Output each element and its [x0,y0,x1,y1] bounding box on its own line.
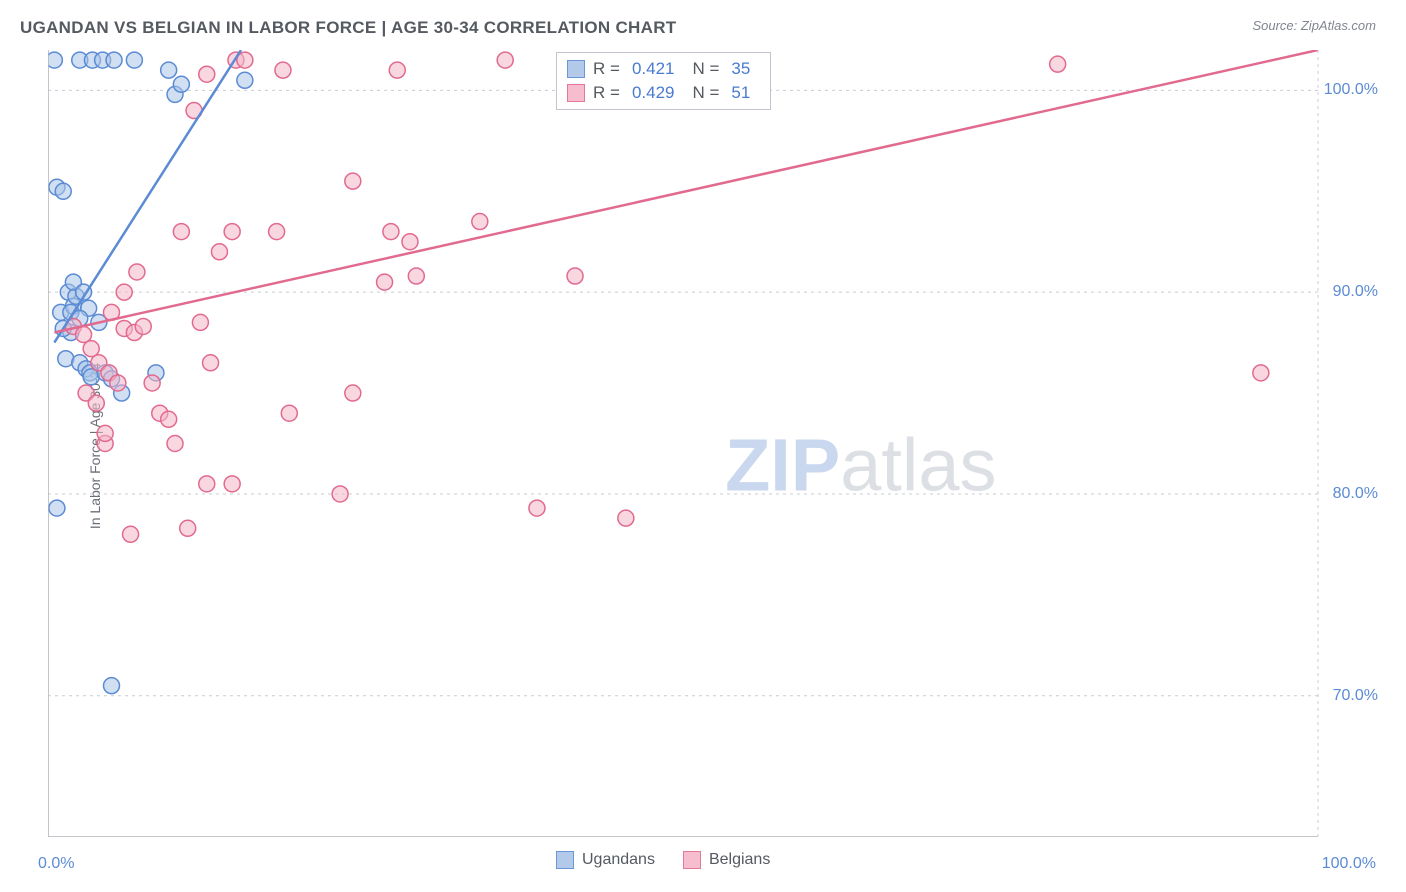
watermark: ZIPatlas [725,424,996,507]
point-belgians [161,411,177,427]
trendline-ugandans [54,50,241,343]
point-belgians [88,395,104,411]
point-belgians [224,224,240,240]
point-belgians [408,268,424,284]
legend-swatch [567,60,585,78]
point-ugandans [55,183,71,199]
point-belgians [211,244,227,260]
point-belgians [529,500,545,516]
point-belgians [129,264,145,280]
point-belgians [199,476,215,492]
legend-swatch [683,851,701,869]
x-min-label: 0.0% [38,855,74,873]
point-belgians [180,520,196,536]
point-belgians [144,375,160,391]
point-ugandans [49,500,65,516]
point-belgians [83,341,99,357]
point-belgians [345,173,361,189]
y-tick-label: 100.0% [1324,81,1378,99]
point-ugandans [104,678,120,694]
y-tick-label: 90.0% [1333,283,1378,301]
point-belgians [116,284,132,300]
point-belgians [135,318,151,334]
chart-source: Source: ZipAtlas.com [1252,18,1386,33]
series-legend: Ugandans Belgians [556,851,770,869]
point-belgians [269,224,285,240]
point-belgians [192,314,208,330]
point-belgians [97,425,113,441]
point-belgians [123,526,139,542]
point-belgians [224,476,240,492]
point-belgians [383,224,399,240]
point-belgians [345,385,361,401]
point-belgians [281,405,297,421]
point-belgians [389,62,405,78]
point-belgians [497,52,513,68]
point-ugandans [161,62,177,78]
correlation-legend: R =0.421N =35R =0.429N =51 [556,52,771,110]
point-belgians [173,224,189,240]
x-max-label: 100.0% [1322,855,1376,873]
point-belgians [377,274,393,290]
point-belgians [472,214,488,230]
legend-label: Ugandans [582,851,655,869]
scatter-chart: ZIPatlas [48,50,1376,837]
plot-area: ZIPatlas 70.0%80.0%90.0%100.0%0.0%100.0%… [48,50,1376,837]
point-belgians [76,327,92,343]
point-ugandans [237,72,253,88]
point-ugandans [126,52,142,68]
point-belgians [167,436,183,452]
point-belgians [199,66,215,82]
point-belgians [110,375,126,391]
point-belgians [1050,56,1066,72]
point-belgians [275,62,291,78]
point-belgians [203,355,219,371]
y-tick-label: 80.0% [1333,485,1378,503]
legend-swatch [567,84,585,102]
point-belgians [332,486,348,502]
point-ugandans [48,52,62,68]
legend-swatch [556,851,574,869]
y-tick-label: 70.0% [1333,687,1378,705]
chart-title: UGANDAN VS BELGIAN IN LABOR FORCE | AGE … [20,18,676,38]
point-belgians [1253,365,1269,381]
legend-label: Belgians [709,851,770,869]
point-belgians [567,268,583,284]
point-ugandans [106,52,122,68]
point-belgians [402,234,418,250]
point-belgians [618,510,634,526]
point-ugandans [173,76,189,92]
